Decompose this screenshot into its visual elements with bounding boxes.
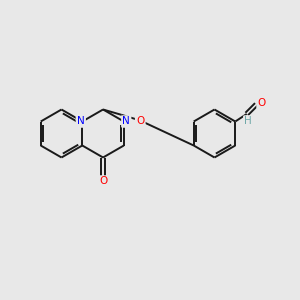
Text: H: H	[244, 116, 252, 127]
Text: N: N	[77, 116, 85, 127]
Text: O: O	[258, 98, 266, 108]
Text: O: O	[136, 116, 144, 127]
Text: O: O	[99, 176, 107, 187]
Text: N: N	[122, 116, 130, 127]
